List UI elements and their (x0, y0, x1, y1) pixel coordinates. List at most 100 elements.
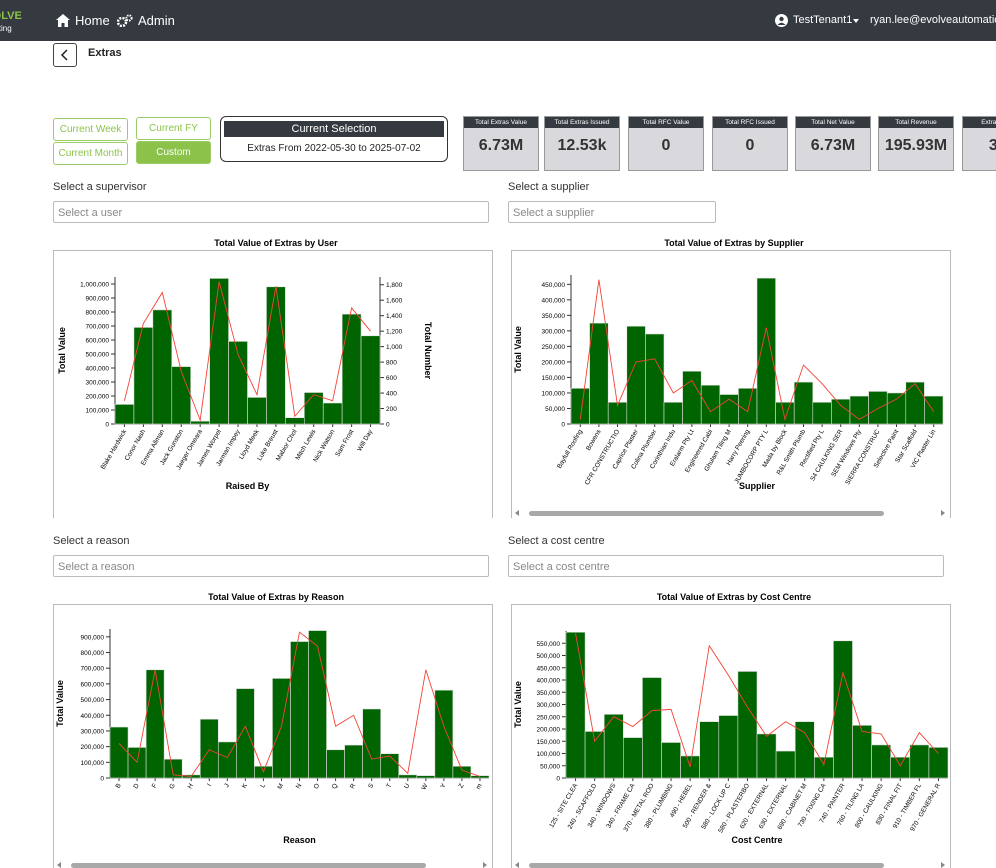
y-tick-label: 250,000 (542, 344, 566, 351)
y-axis-title: Total Value (55, 680, 65, 727)
bar (290, 641, 309, 779)
chart: Total Value of Extras by Reason 0 100,000 2… (53, 592, 493, 868)
filter-input[interactable]: Select a user (53, 201, 489, 223)
bar (603, 714, 624, 779)
period-button[interactable]: Current FY (136, 117, 211, 140)
back-button[interactable] (53, 43, 77, 67)
scroll-right (941, 510, 945, 516)
bar (909, 744, 930, 779)
bar (886, 392, 907, 425)
bar (565, 631, 586, 779)
kpi-value: 6.73M (478, 137, 524, 154)
bar (199, 718, 219, 779)
page-title: Extras (88, 47, 122, 59)
y-tick-label: 400,000 (537, 678, 561, 685)
x-tick-label: W (420, 782, 430, 792)
filter-label: Select a supervisor (53, 181, 147, 193)
filter-label: Select a cost centre (508, 535, 605, 547)
bar (831, 398, 851, 425)
x-tick-label: D (132, 782, 141, 790)
bar (626, 325, 646, 425)
y2-tick-label: 1,600 (386, 298, 403, 305)
kpi-label: Total RFC Value (629, 117, 703, 128)
x-tick-label: I (206, 782, 213, 787)
bar (623, 737, 643, 779)
y2-tick-label: 1,800 (386, 282, 403, 289)
top-nav: EVOLVE Reporting Home Admin TestTenant1 … (0, 0, 996, 41)
y-tick-label: 200,000 (81, 744, 105, 751)
y-tick-label: 500,000 (537, 653, 561, 660)
y-tick-label: 400,000 (81, 713, 105, 720)
caret (853, 19, 859, 23)
tenant[interactable]: TestTenant1 (793, 14, 853, 26)
y2-tick-label: 600 (386, 375, 397, 382)
bar (266, 286, 286, 425)
user-email[interactable]: ryan.lee@evolveautomation.com.au (870, 14, 996, 26)
home-icon (56, 14, 70, 27)
brand[interactable]: EVOLVE (0, 10, 22, 22)
bar (470, 775, 490, 779)
period-button-active[interactable]: Custom (136, 141, 211, 164)
bar (341, 313, 362, 425)
y-tick-label: 300,000 (86, 380, 110, 387)
x-tick-label: K (241, 782, 250, 790)
scroll-left (515, 510, 519, 516)
bar (145, 669, 165, 779)
x-tick-label: H (187, 782, 196, 790)
y-tick-label: 0 (100, 776, 104, 783)
line (575, 633, 939, 768)
bar (700, 384, 721, 425)
bar (642, 677, 662, 779)
y-tick-label: 100,000 (537, 751, 561, 758)
kpi-value: 12.53k (557, 137, 607, 154)
y-tick-label: 600,000 (86, 338, 110, 345)
y-tick-label: 50,000 (545, 406, 565, 413)
scroll-left (57, 862, 61, 868)
filter-input[interactable]: Select a supplier (508, 201, 716, 223)
bar (812, 401, 832, 425)
y-tick-label: 200,000 (537, 727, 561, 734)
y-tick-label: 600,000 (81, 681, 105, 688)
filter-label: Select a reason (53, 535, 130, 547)
filter-input[interactable]: Select a reason (53, 555, 489, 577)
bar (236, 688, 255, 779)
selection-text: Extras From 2022-05-30 to 2025-07-02 (247, 143, 421, 154)
kpi-value: 0 (745, 137, 755, 154)
bar (756, 277, 776, 425)
chart-title: Total Value of Extras by Supplier (664, 238, 804, 248)
scroll-right (483, 862, 487, 868)
kpi-card: Total Revenue 195.93M (878, 116, 954, 171)
chart: Total Value of Extras by User 0 100,000 200… (53, 238, 493, 518)
brand-sub: Reporting (0, 24, 12, 33)
y-tick-label: 350,000 (542, 313, 566, 320)
y-tick-label: 900,000 (81, 634, 105, 641)
bar (114, 404, 135, 425)
y2-axis-title: Total Number (423, 322, 433, 380)
filter-input[interactable]: Select a cost centre (508, 555, 944, 577)
y-tick-label: 0 (561, 422, 565, 429)
back-icon (60, 49, 68, 61)
bar (398, 774, 418, 779)
bar (152, 309, 173, 425)
bar (645, 333, 665, 425)
scroll-left (515, 862, 519, 868)
kpi-label: Total Extras Value (464, 117, 538, 128)
kpi-card: Total Extras Value 6.73M (463, 116, 539, 171)
scroll-right (941, 862, 945, 868)
y-tick-label: 50,000 (540, 763, 560, 770)
period-button[interactable]: Current Week (53, 118, 128, 141)
period-button[interactable]: Current Month (53, 142, 128, 165)
x-tick-label: O (313, 783, 322, 791)
nav-admin[interactable]: Admin (138, 13, 175, 28)
x-tick-label: T (385, 782, 393, 789)
y-tick-label: 400,000 (86, 366, 110, 373)
bar (737, 671, 758, 779)
bar (228, 341, 248, 425)
nav-home[interactable]: Home (75, 13, 110, 28)
scrollbar-thumb (529, 863, 884, 868)
kpi-label: Extras Count (963, 117, 996, 128)
filter-label: Select a supplier (508, 181, 590, 193)
bar (833, 640, 853, 779)
bar (344, 744, 363, 779)
x-tick-label: M (276, 783, 285, 791)
